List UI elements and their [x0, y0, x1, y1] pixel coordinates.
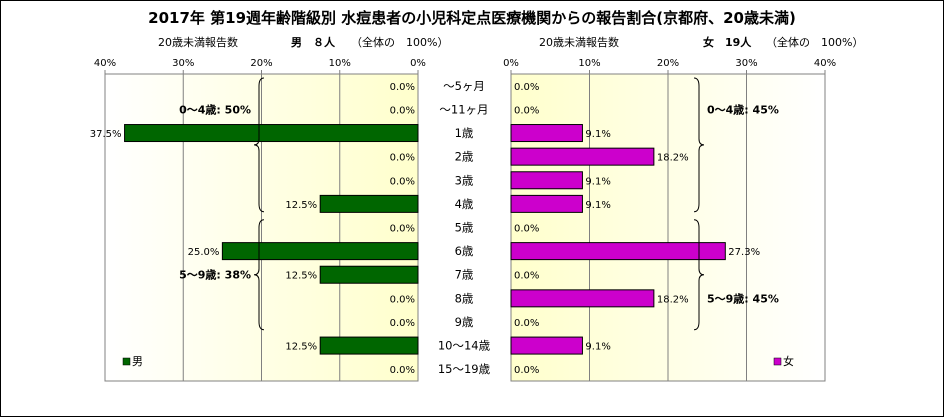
female-bar [510, 124, 583, 143]
left-total-label: （全体の 100%） [351, 35, 448, 49]
male-bar [319, 265, 419, 284]
left-group-annotation: 0～4歳: 50% [179, 102, 251, 116]
male-value-label: 12.5% [285, 200, 317, 211]
female-bar [510, 336, 583, 355]
male-value-label: 0.0% [390, 105, 415, 116]
male-bar [319, 336, 419, 355]
male-bar [124, 124, 419, 143]
right-tick-label: 0% [503, 58, 519, 69]
right-tick-label: 30% [735, 58, 757, 69]
female-value-label: 9.1% [585, 129, 610, 140]
right-group-annotation: 5～9歳: 45% [707, 291, 779, 305]
female-bar [510, 171, 583, 190]
male-value-label: 12.5% [285, 342, 317, 353]
left-group-brace [253, 219, 265, 331]
right-tick-label: 20% [657, 58, 679, 69]
female-bar [510, 194, 583, 213]
female-value-label: 0.0% [514, 82, 539, 93]
category-label: 3歳 [455, 173, 474, 187]
right-series-label: 女 19人 [703, 35, 752, 49]
left-series-label: 男 ８人 [291, 35, 336, 49]
right-group-annotation: 0～4歳: 45% [707, 102, 779, 116]
female-bar [510, 242, 726, 261]
male-value-label: 25.0% [188, 247, 220, 258]
left-tick-label: 30% [172, 58, 194, 69]
right-tick-label: 40% [814, 58, 836, 69]
female-value-label: 0.0% [514, 271, 539, 282]
left-group-brace [253, 77, 265, 213]
male-value-label: 0.0% [390, 82, 415, 93]
category-label: 6歳 [455, 244, 474, 258]
female-bar [510, 289, 655, 308]
male-bar [221, 242, 419, 261]
left-tick-label: 40% [94, 58, 116, 69]
category-label: 9歳 [455, 315, 474, 329]
female-value-label: 0.0% [514, 224, 539, 235]
female-value-label: 9.1% [585, 176, 610, 187]
right-tick-label: 10% [578, 58, 600, 69]
category-label: ～5ヶ月 [443, 79, 485, 93]
category-label: 1歳 [455, 126, 474, 140]
male-value-label: 37.5% [90, 129, 122, 140]
female-bar [510, 147, 655, 166]
female-value-label: 0.0% [514, 105, 539, 116]
female-value-label: 18.2% [657, 294, 689, 305]
right-group-brace [693, 219, 705, 331]
category-label: 2歳 [455, 150, 474, 164]
legend-male-label: 男 [132, 355, 143, 368]
male-value-label: 0.0% [390, 294, 415, 305]
male-value-label: 0.0% [390, 318, 415, 329]
legend-female-label: 女 [783, 354, 794, 368]
male-value-label: 12.5% [285, 271, 317, 282]
female-value-label: 9.1% [585, 342, 610, 353]
legend-female-swatch [773, 357, 782, 366]
male-value-label: 0.0% [390, 176, 415, 187]
legend-male-swatch [122, 357, 131, 366]
chart-title: 2017年 第19週年齢階級別 水痘患者の小児科定点医療機関からの報告割合(京都… [148, 9, 796, 27]
left-tick-label: 0% [410, 58, 426, 69]
right-unit-label: 20歳未満報告数 [539, 36, 619, 49]
female-value-label: 9.1% [585, 200, 610, 211]
category-label: 5歳 [455, 221, 474, 235]
left-unit-label: 20歳未満報告数 [158, 36, 238, 49]
male-bar [319, 194, 419, 213]
left-tick-label: 20% [250, 58, 272, 69]
category-label: 15～19歳 [438, 362, 491, 376]
male-value-label: 0.0% [390, 224, 415, 235]
right-group-brace [693, 77, 705, 213]
male-value-label: 0.0% [390, 365, 415, 376]
category-label: 4歳 [455, 197, 474, 211]
category-label: ～11ヶ月 [439, 102, 488, 116]
category-label: 7歳 [455, 268, 474, 282]
left-tick-label: 10% [329, 58, 351, 69]
category-label: 10～14歳 [438, 339, 491, 353]
left-group-annotation: 5～9歳: 38% [179, 268, 251, 282]
female-value-label: 0.0% [514, 365, 539, 376]
female-value-label: 27.3% [728, 247, 760, 258]
female-value-label: 0.0% [514, 318, 539, 329]
right-total-label: （全体の 100%） [766, 35, 863, 49]
male-value-label: 0.0% [390, 153, 415, 164]
female-value-label: 18.2% [657, 153, 689, 164]
category-label: 8歳 [455, 291, 474, 305]
